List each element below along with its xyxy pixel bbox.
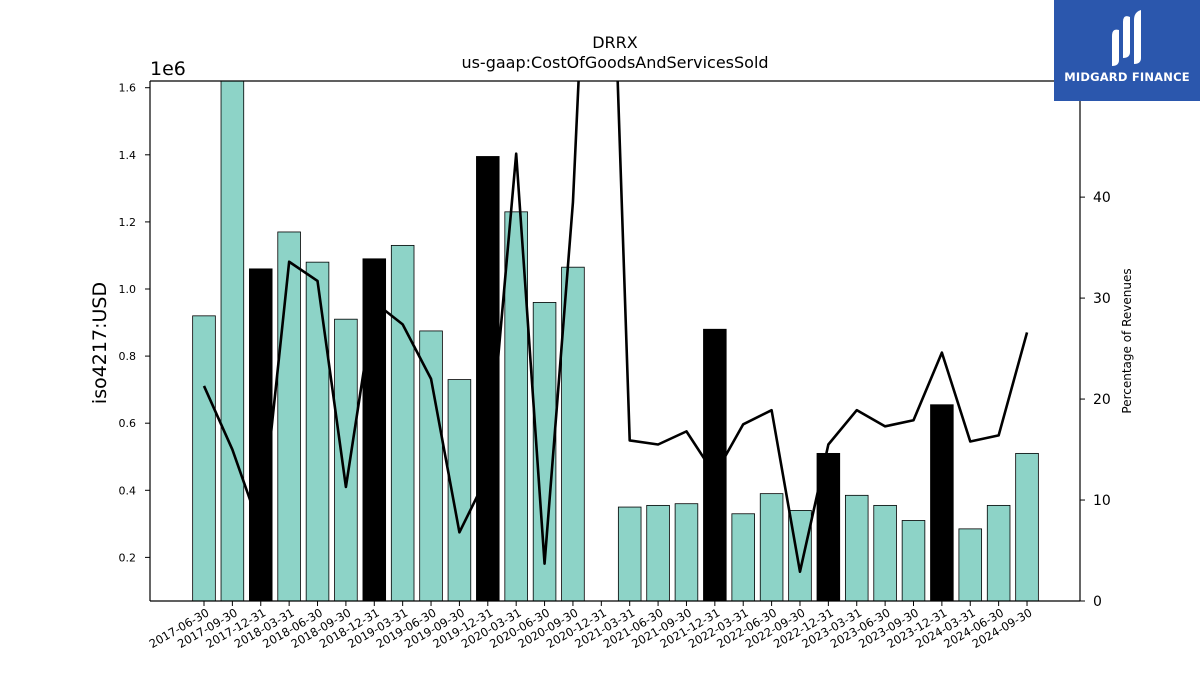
bar-2021-12-31 — [703, 328, 727, 601]
y-tick-label: 0.6 — [119, 417, 137, 430]
y2-tick-label: 20 — [1093, 392, 1111, 408]
y-tick-label: 1.0 — [119, 283, 137, 296]
y2-tick-label: 40 — [1093, 190, 1111, 206]
midgard-finance-logo: MIDGARD FINANCE — [1054, 0, 1200, 101]
bar-2022-06-30 — [759, 493, 784, 601]
bar-2023-09-30 — [901, 520, 926, 601]
y2-tick-label: 10 — [1093, 493, 1111, 509]
bar-2023-03-31 — [844, 494, 869, 601]
y-tick-label: 1.2 — [119, 216, 137, 229]
bar-2022-12-31 — [816, 452, 841, 601]
bar-2019-03-31 — [390, 244, 415, 601]
logo-text: MIDGARD FINANCE — [1064, 70, 1190, 84]
y2-tick-label: 0 — [1093, 594, 1102, 610]
midgard-logo-icon — [1112, 10, 1141, 67]
bar-2018-03-31 — [277, 231, 301, 601]
bar-2019-06-30 — [419, 330, 443, 601]
y-tick-label: 0.4 — [119, 484, 137, 497]
bar-2017-06-30 — [192, 315, 216, 601]
bar-2022-03-31 — [731, 513, 755, 601]
y2-axis-label: Percentage of Revenues — [1120, 268, 1134, 413]
bar-2023-06-30 — [873, 504, 897, 601]
bar-2024-09-30 — [1015, 452, 1039, 601]
bar-2020-06-30 — [532, 302, 557, 601]
bar-2020-03-31 — [504, 211, 528, 601]
bar-2024-06-30 — [986, 504, 1011, 601]
y-tick-label: 1.4 — [119, 149, 137, 162]
chart-subtitle: us-gaap:CostOfGoodsAndServicesSold — [461, 53, 768, 72]
y-tick-label: 1.6 — [119, 82, 137, 95]
y-axis-label: iso4217:USD — [89, 282, 111, 404]
bar-2020-09-30 — [561, 266, 585, 601]
percentage-line — [202, 81, 1029, 574]
bar-2023-12-31 — [930, 404, 954, 601]
bar-2018-09-30 — [334, 318, 358, 601]
bar-2024-03-31 — [958, 528, 983, 601]
y2-tick-label: 30 — [1093, 291, 1111, 307]
bar-2017-12-31 — [249, 268, 273, 601]
bar-2017-09-30 — [220, 81, 245, 601]
bar-2021-09-30 — [674, 503, 699, 601]
y-tick-label: 0.8 — [119, 350, 137, 363]
line-layer — [202, 81, 1029, 574]
bar-2021-06-30 — [646, 504, 670, 601]
chart-title: DRRX — [592, 33, 638, 52]
bar-2021-03-31 — [617, 506, 642, 601]
bar-2018-06-30 — [305, 261, 330, 601]
y-tick-label: 0.2 — [119, 551, 137, 564]
axes-layer — [149, 80, 1081, 602]
bars-layer — [192, 81, 1039, 601]
y-offset-label: 1e6 — [150, 58, 186, 80]
